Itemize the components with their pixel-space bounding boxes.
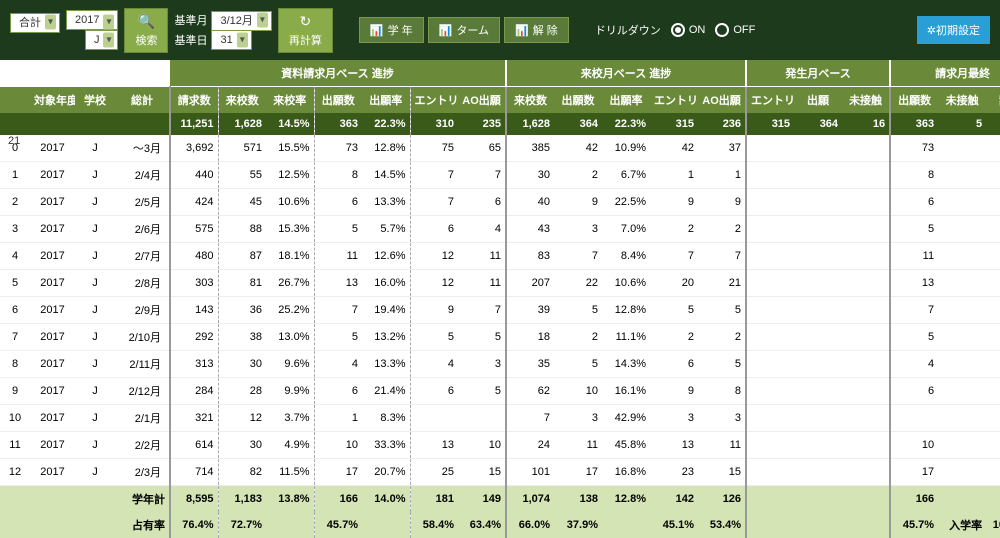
search-icon: 🔍 bbox=[138, 13, 155, 30]
group3-header: 発生月ベース bbox=[746, 60, 890, 87]
drill-on-radio[interactable]: ON bbox=[671, 23, 706, 37]
base-month-select[interactable]: 3/12月 bbox=[211, 11, 271, 31]
gear-icon: ✲ bbox=[927, 25, 936, 37]
col-total: 総計 bbox=[115, 87, 170, 114]
group4-header: 請求月最終 bbox=[890, 60, 1000, 87]
school-select[interactable]: J bbox=[85, 30, 119, 50]
search-label: 検索 bbox=[135, 32, 157, 48]
bar-icon: 📊 bbox=[439, 24, 453, 37]
recalc-label: 再計算 bbox=[289, 32, 322, 48]
base-day-select[interactable]: 31 bbox=[211, 30, 251, 50]
init-settings-button[interactable]: ✲初期設定 bbox=[917, 16, 990, 44]
pill-term[interactable]: 📊ターム bbox=[428, 17, 500, 43]
base-day-label: 基準日 bbox=[174, 32, 207, 48]
pill-release[interactable]: 📊解 除 bbox=[504, 17, 569, 43]
sidebar-number: 21 bbox=[8, 135, 20, 147]
group1-header: 資料請求月ベース 進捗 bbox=[170, 60, 506, 87]
year-select[interactable]: 2017 bbox=[66, 10, 118, 30]
recalc-button[interactable]: ↻ 再計算 bbox=[278, 8, 333, 53]
base-month-label: 基準月 bbox=[174, 12, 207, 28]
bar-icon: 📊 bbox=[515, 24, 529, 37]
total-select[interactable]: 合計 bbox=[10, 13, 60, 33]
bar-icon: 📊 bbox=[370, 24, 384, 37]
drill-off-radio[interactable]: OFF bbox=[715, 23, 755, 37]
data-table: 資料請求月ベース 進捗 来校月ベース 進捗 発生月ベース 請求月最終 対象年度 … bbox=[0, 60, 1000, 538]
drill-label: ドリルダウン bbox=[595, 22, 661, 38]
group2-header: 来校月ベース 進捗 bbox=[506, 60, 746, 87]
recalc-icon: ↻ bbox=[300, 13, 312, 30]
pill-grade[interactable]: 📊学 年 bbox=[359, 17, 424, 43]
search-button[interactable]: 🔍 検索 bbox=[124, 8, 168, 53]
col-school: 学校 bbox=[75, 87, 115, 114]
col-target-year: 対象年度 bbox=[30, 87, 75, 114]
